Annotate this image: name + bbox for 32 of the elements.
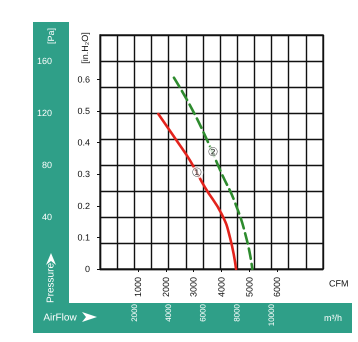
y-tick-label: 0.2 [77, 200, 90, 211]
x2-tick-label: 6000 [272, 277, 282, 298]
y2-tick-label: 160 [36, 56, 52, 66]
y-tick-label: 0.4 [77, 138, 90, 148]
x2-axis-title: CFM [329, 278, 348, 288]
line-series [172, 76, 254, 270]
x-tick-label: 10000 [267, 303, 276, 326]
x2-tick-label: 5000 [244, 277, 254, 298]
y2-tick-label: 40 [42, 212, 52, 222]
x2-tick-label: 1000 [133, 277, 144, 298]
x-tick-label: 4000 [164, 303, 174, 322]
x-tick-label: 2000 [130, 303, 139, 322]
x-axis-title: AirFlow [43, 312, 78, 324]
x2-tick-label: 3000 [188, 277, 199, 298]
y-tick-label: 0 [84, 264, 90, 274]
x2-tick-label: 2000 [160, 277, 171, 298]
y-tick-label: 0.5 [77, 106, 90, 116]
text: m³/h [324, 313, 342, 323]
y-tick-label: 0.1 [77, 232, 90, 242]
x-tick-label: 6000 [198, 303, 208, 322]
annotation: ② [208, 145, 218, 159]
text: [Pa] [46, 28, 56, 44]
x-tick-label: 8000 [232, 303, 242, 322]
y2-tick-label: 120 [36, 108, 52, 118]
line-series [157, 112, 238, 270]
y-axis-title: [in.H₂O] [80, 32, 90, 64]
y-tick-label: 0.3 [77, 169, 90, 180]
y2-tick-label: 80 [42, 160, 52, 170]
annotation: ① [192, 166, 202, 180]
y-tick-label: 0.6 [77, 74, 90, 84]
x2-tick-label: 4000 [216, 277, 227, 298]
y2-axis-title: Pressure [46, 262, 56, 304]
